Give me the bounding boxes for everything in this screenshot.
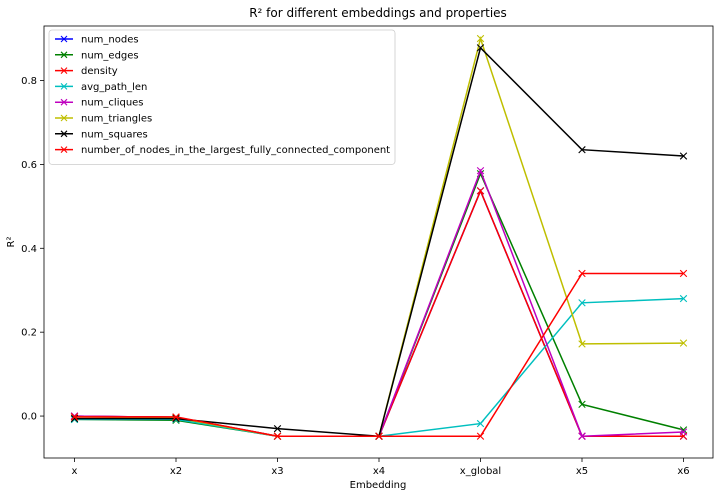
x-tick-label: x xyxy=(72,466,78,477)
legend-label: num_edges xyxy=(81,50,139,61)
data-point-marker xyxy=(679,294,688,303)
data-point-marker xyxy=(476,44,485,52)
x-axis-label: Embedding xyxy=(350,480,407,491)
legend-marker xyxy=(60,130,68,138)
data-point-marker xyxy=(578,146,586,154)
series-line xyxy=(74,168,684,437)
legend-label: num_squares xyxy=(81,129,148,140)
x-tick-label: x5 xyxy=(576,466,588,477)
y-tick-label: 0.8 xyxy=(21,76,37,87)
data-point-marker xyxy=(70,413,79,421)
legend-marker xyxy=(60,51,68,59)
legend-label: density xyxy=(81,66,118,77)
legend-label: num_nodes xyxy=(81,35,139,46)
legend-label: number_of_nodes_in_the_largest_fully_con… xyxy=(81,145,390,156)
data-point-marker xyxy=(578,432,586,440)
data-point-marker xyxy=(172,414,180,422)
legend-marker xyxy=(60,83,68,90)
data-point-marker xyxy=(679,339,688,347)
series-num_nodes xyxy=(70,187,688,440)
legend-item: num_cliques xyxy=(55,98,144,109)
legend-item: num_edges xyxy=(55,50,139,61)
data-point-marker xyxy=(476,167,485,175)
y-axis-ticks: 0.0 0.2 0.4 0.6 0.8 xyxy=(21,76,44,423)
data-point-marker xyxy=(476,419,485,428)
plot-frame xyxy=(43,25,714,459)
legend-item: number_of_nodes_in_the_largest_fully_con… xyxy=(55,145,390,156)
chart-title: R² for different embeddings and properti… xyxy=(249,6,507,20)
y-tick-label: 0.0 xyxy=(21,412,37,423)
y-tick-label: 0.6 xyxy=(21,160,37,171)
series-line xyxy=(74,272,684,437)
legend-item: avg_path_len xyxy=(55,82,147,93)
legend-item: density xyxy=(55,66,118,77)
series-num_edges xyxy=(70,169,688,440)
data-point-marker xyxy=(375,432,383,440)
data-point-marker xyxy=(578,400,586,409)
data-point-marker xyxy=(578,269,586,278)
data-point-marker xyxy=(476,432,485,440)
y-tick-label: 0.4 xyxy=(21,244,37,255)
legend-label: num_triangles xyxy=(81,114,152,125)
series-line xyxy=(74,188,684,437)
legend-item: num_squares xyxy=(55,129,148,140)
legend-marker xyxy=(60,146,68,153)
x-tick-label: x4 xyxy=(373,466,385,477)
x-tick-label: x2 xyxy=(170,466,182,477)
data-point-marker xyxy=(679,152,688,160)
legend-marker xyxy=(60,114,68,122)
legend-box xyxy=(48,29,396,165)
x-axis-ticks: x x2 x3 x4 x_global x5 x6 xyxy=(72,458,690,477)
legend-marker xyxy=(60,35,68,43)
legend-item: num_nodes xyxy=(55,35,139,46)
data-point-marker xyxy=(476,34,485,43)
y-axis-label: R² xyxy=(6,237,17,248)
series-layer xyxy=(70,34,688,440)
data-point-marker xyxy=(578,340,586,348)
y-tick-label: 0.2 xyxy=(21,328,37,339)
series-line xyxy=(74,297,684,437)
series-line xyxy=(74,171,684,437)
legend-marker xyxy=(60,98,68,106)
data-point-marker xyxy=(273,432,282,440)
legend-marker xyxy=(60,67,68,74)
series-num_cliques xyxy=(70,167,688,440)
x-tick-label: x6 xyxy=(677,466,689,477)
series-line xyxy=(74,188,684,437)
data-point-marker xyxy=(578,299,586,307)
series-number_of_nodes_in_the_largest_fully_connected_component xyxy=(70,269,688,440)
data-point-marker xyxy=(476,187,485,195)
x-tick-label: x3 xyxy=(271,466,283,477)
legend-label: avg_path_len xyxy=(81,82,147,93)
data-point-marker xyxy=(679,269,688,278)
data-point-marker xyxy=(679,428,688,436)
series-density xyxy=(70,187,688,440)
legend-item: num_triangles xyxy=(55,114,152,125)
data-point-marker xyxy=(172,413,180,421)
legend-label: num_cliques xyxy=(81,98,144,109)
data-point-marker xyxy=(273,424,282,433)
x-tick-label: x_global xyxy=(460,466,501,477)
